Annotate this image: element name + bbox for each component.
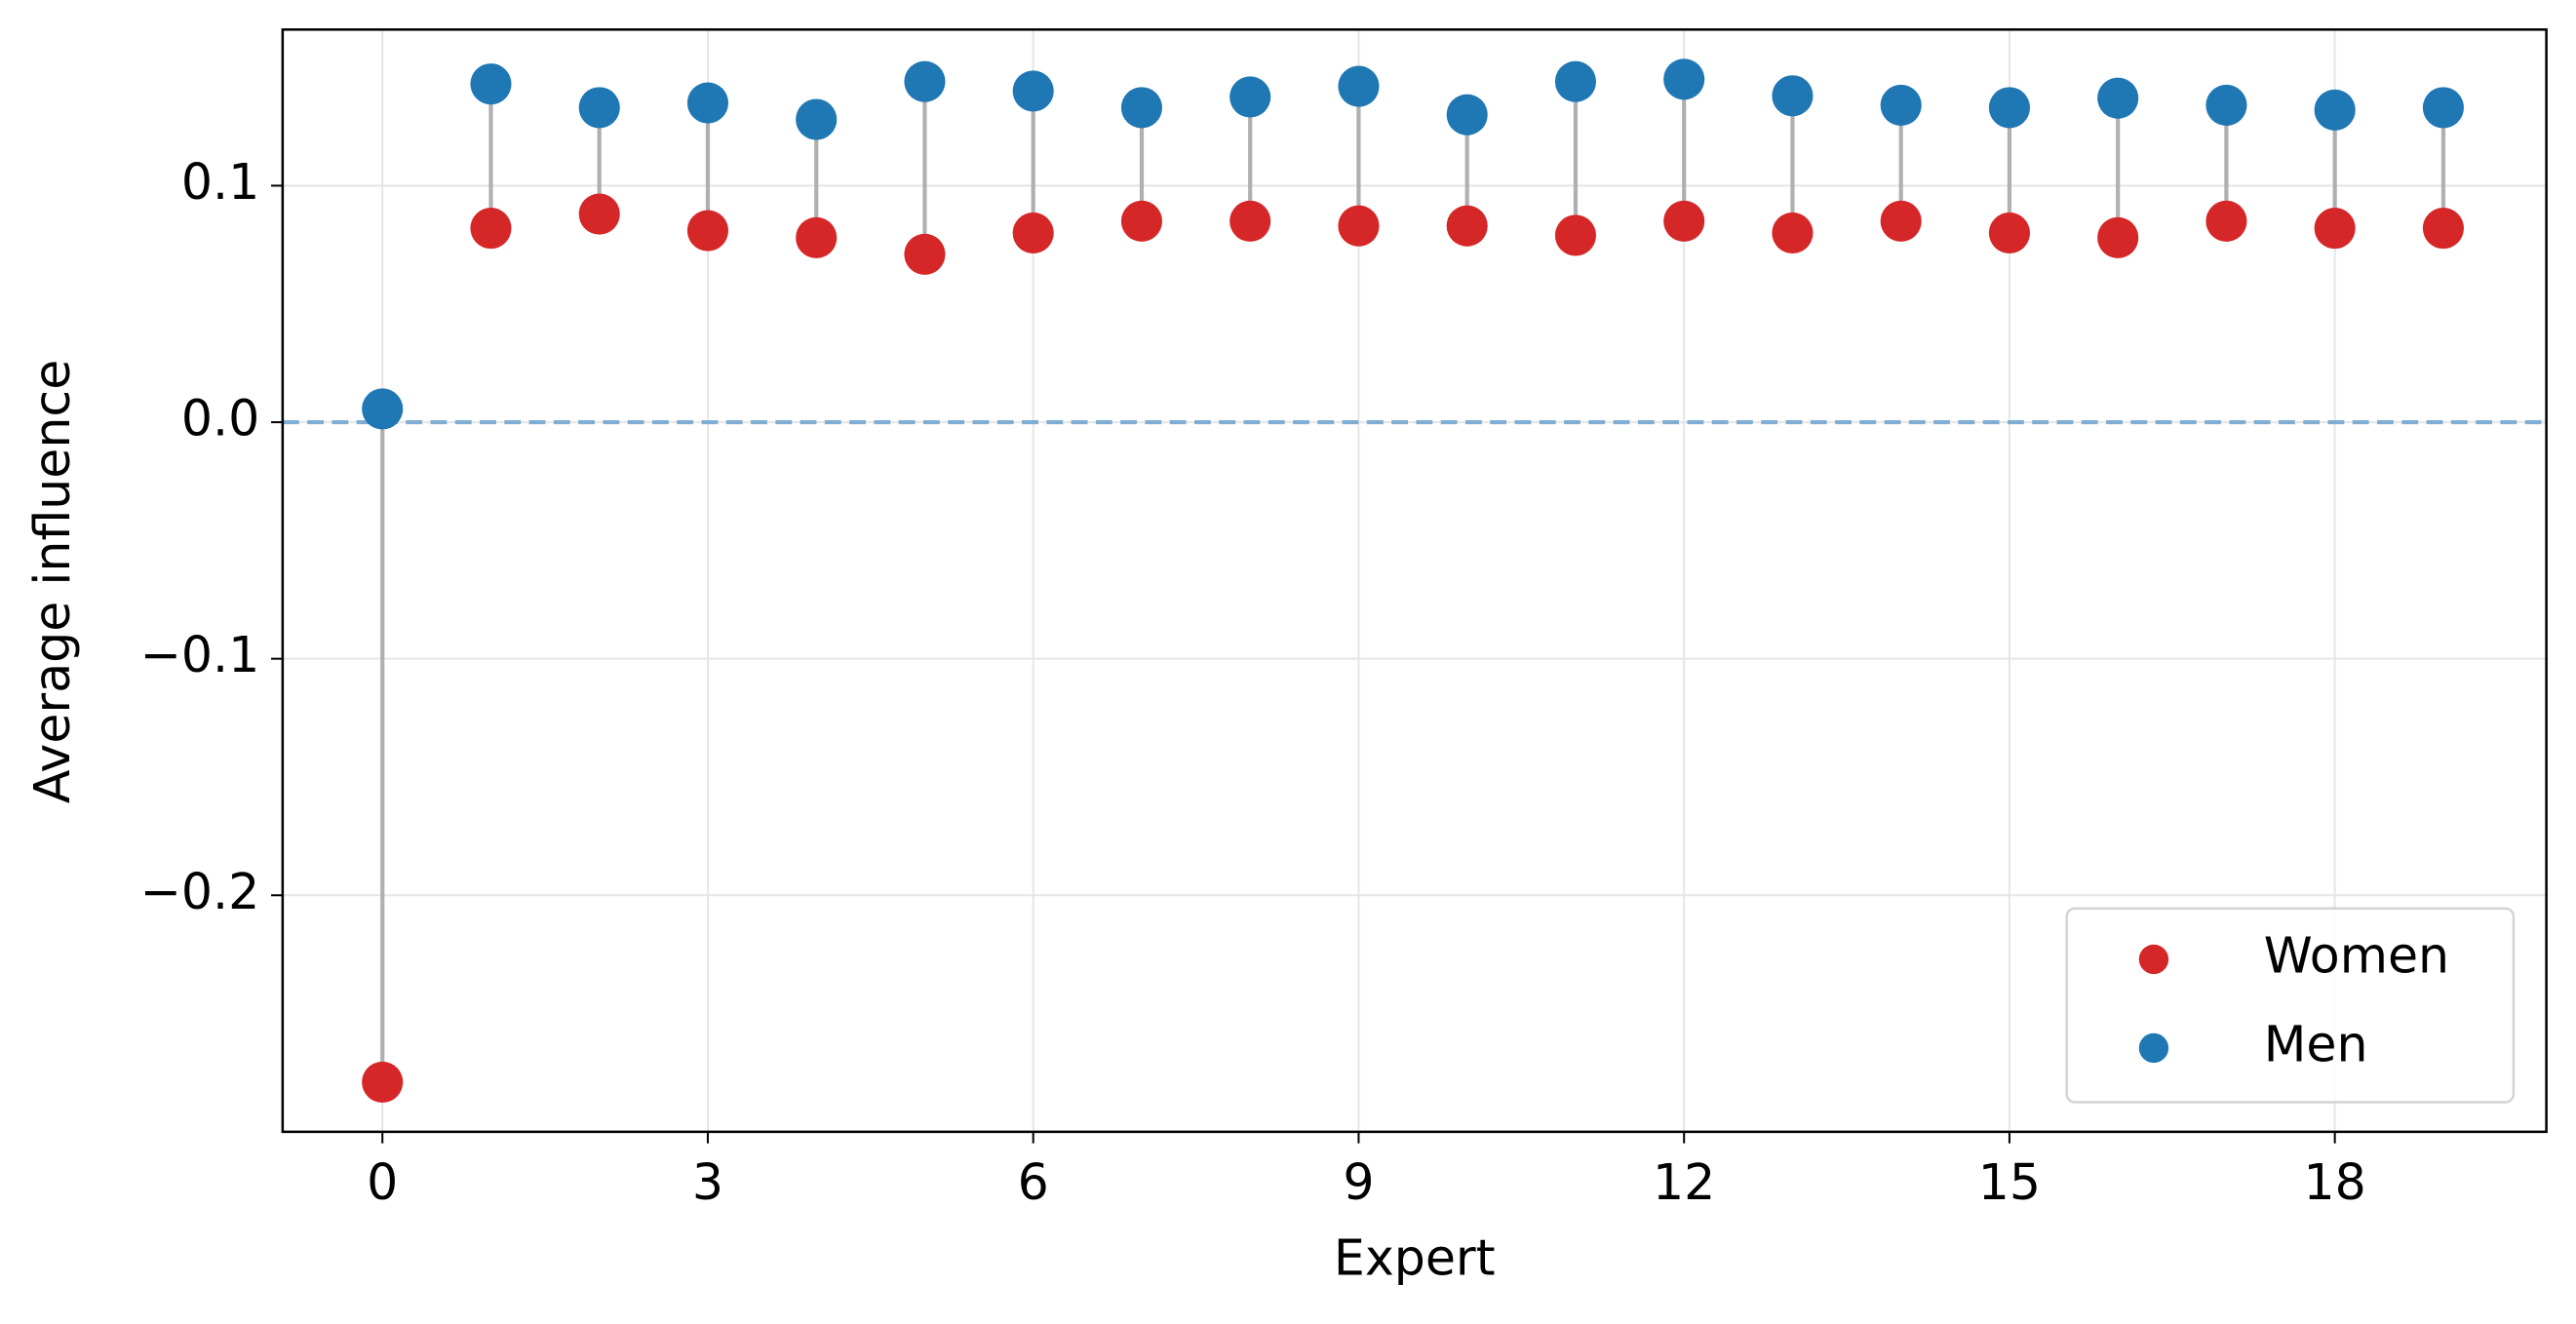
point (1988, 212, 2030, 254)
x-tick-label: 6 (1018, 1153, 1049, 1211)
legend-marker (2138, 944, 2169, 975)
x-tick-label: 18 (2304, 1153, 2366, 1211)
point (686, 82, 729, 124)
point (470, 208, 512, 250)
legend-label: Women (2264, 926, 2449, 984)
point (796, 98, 838, 140)
point (1012, 70, 1054, 112)
point (2314, 208, 2356, 250)
x-tick-label: 12 (1653, 1153, 1715, 1211)
point (1120, 200, 1163, 242)
x-tick-label: 3 (692, 1153, 723, 1211)
point (2097, 216, 2139, 258)
point (2205, 200, 2247, 242)
y-tick-label: 0.1 (181, 153, 259, 211)
y-tick-label: 0.0 (181, 390, 259, 448)
legend-marker (2138, 1032, 2169, 1064)
point (1880, 84, 1922, 127)
x-tick-label: 0 (367, 1153, 398, 1211)
point (2422, 208, 2464, 250)
point (1446, 94, 1488, 136)
point (1338, 65, 1380, 107)
point (1012, 212, 1054, 254)
legend-box (2065, 907, 2516, 1104)
plot-frame (281, 28, 2548, 1134)
point (578, 193, 620, 235)
point (578, 87, 620, 129)
x-axis-label: Expert (1334, 1228, 1496, 1286)
y-axis-label: Average influence (23, 360, 81, 803)
y-tick-label: −0.2 (140, 863, 260, 920)
point (796, 216, 838, 258)
point (1554, 214, 1596, 256)
point (904, 60, 946, 102)
point (1988, 87, 2030, 129)
point (1554, 60, 1596, 102)
y-tick-label: −0.1 (140, 626, 260, 683)
point (362, 388, 404, 430)
point (904, 233, 946, 275)
point (1446, 205, 1488, 247)
legend-label: Men (2264, 1015, 2368, 1072)
point (686, 210, 729, 252)
point (2314, 89, 2356, 131)
x-tick-label: 15 (1978, 1153, 2041, 1211)
point (1772, 212, 1814, 254)
point (1229, 200, 1271, 242)
point (2097, 77, 2139, 119)
point (1120, 87, 1163, 129)
point (1772, 75, 1814, 117)
point (470, 63, 512, 105)
point (1663, 58, 1705, 100)
point (362, 1061, 404, 1103)
point (1663, 200, 1705, 242)
point (1229, 76, 1271, 118)
point (1880, 200, 1922, 242)
x-tick-label: 9 (1343, 1153, 1374, 1211)
point (2422, 87, 2464, 129)
point (2205, 84, 2247, 127)
point (1338, 205, 1380, 247)
